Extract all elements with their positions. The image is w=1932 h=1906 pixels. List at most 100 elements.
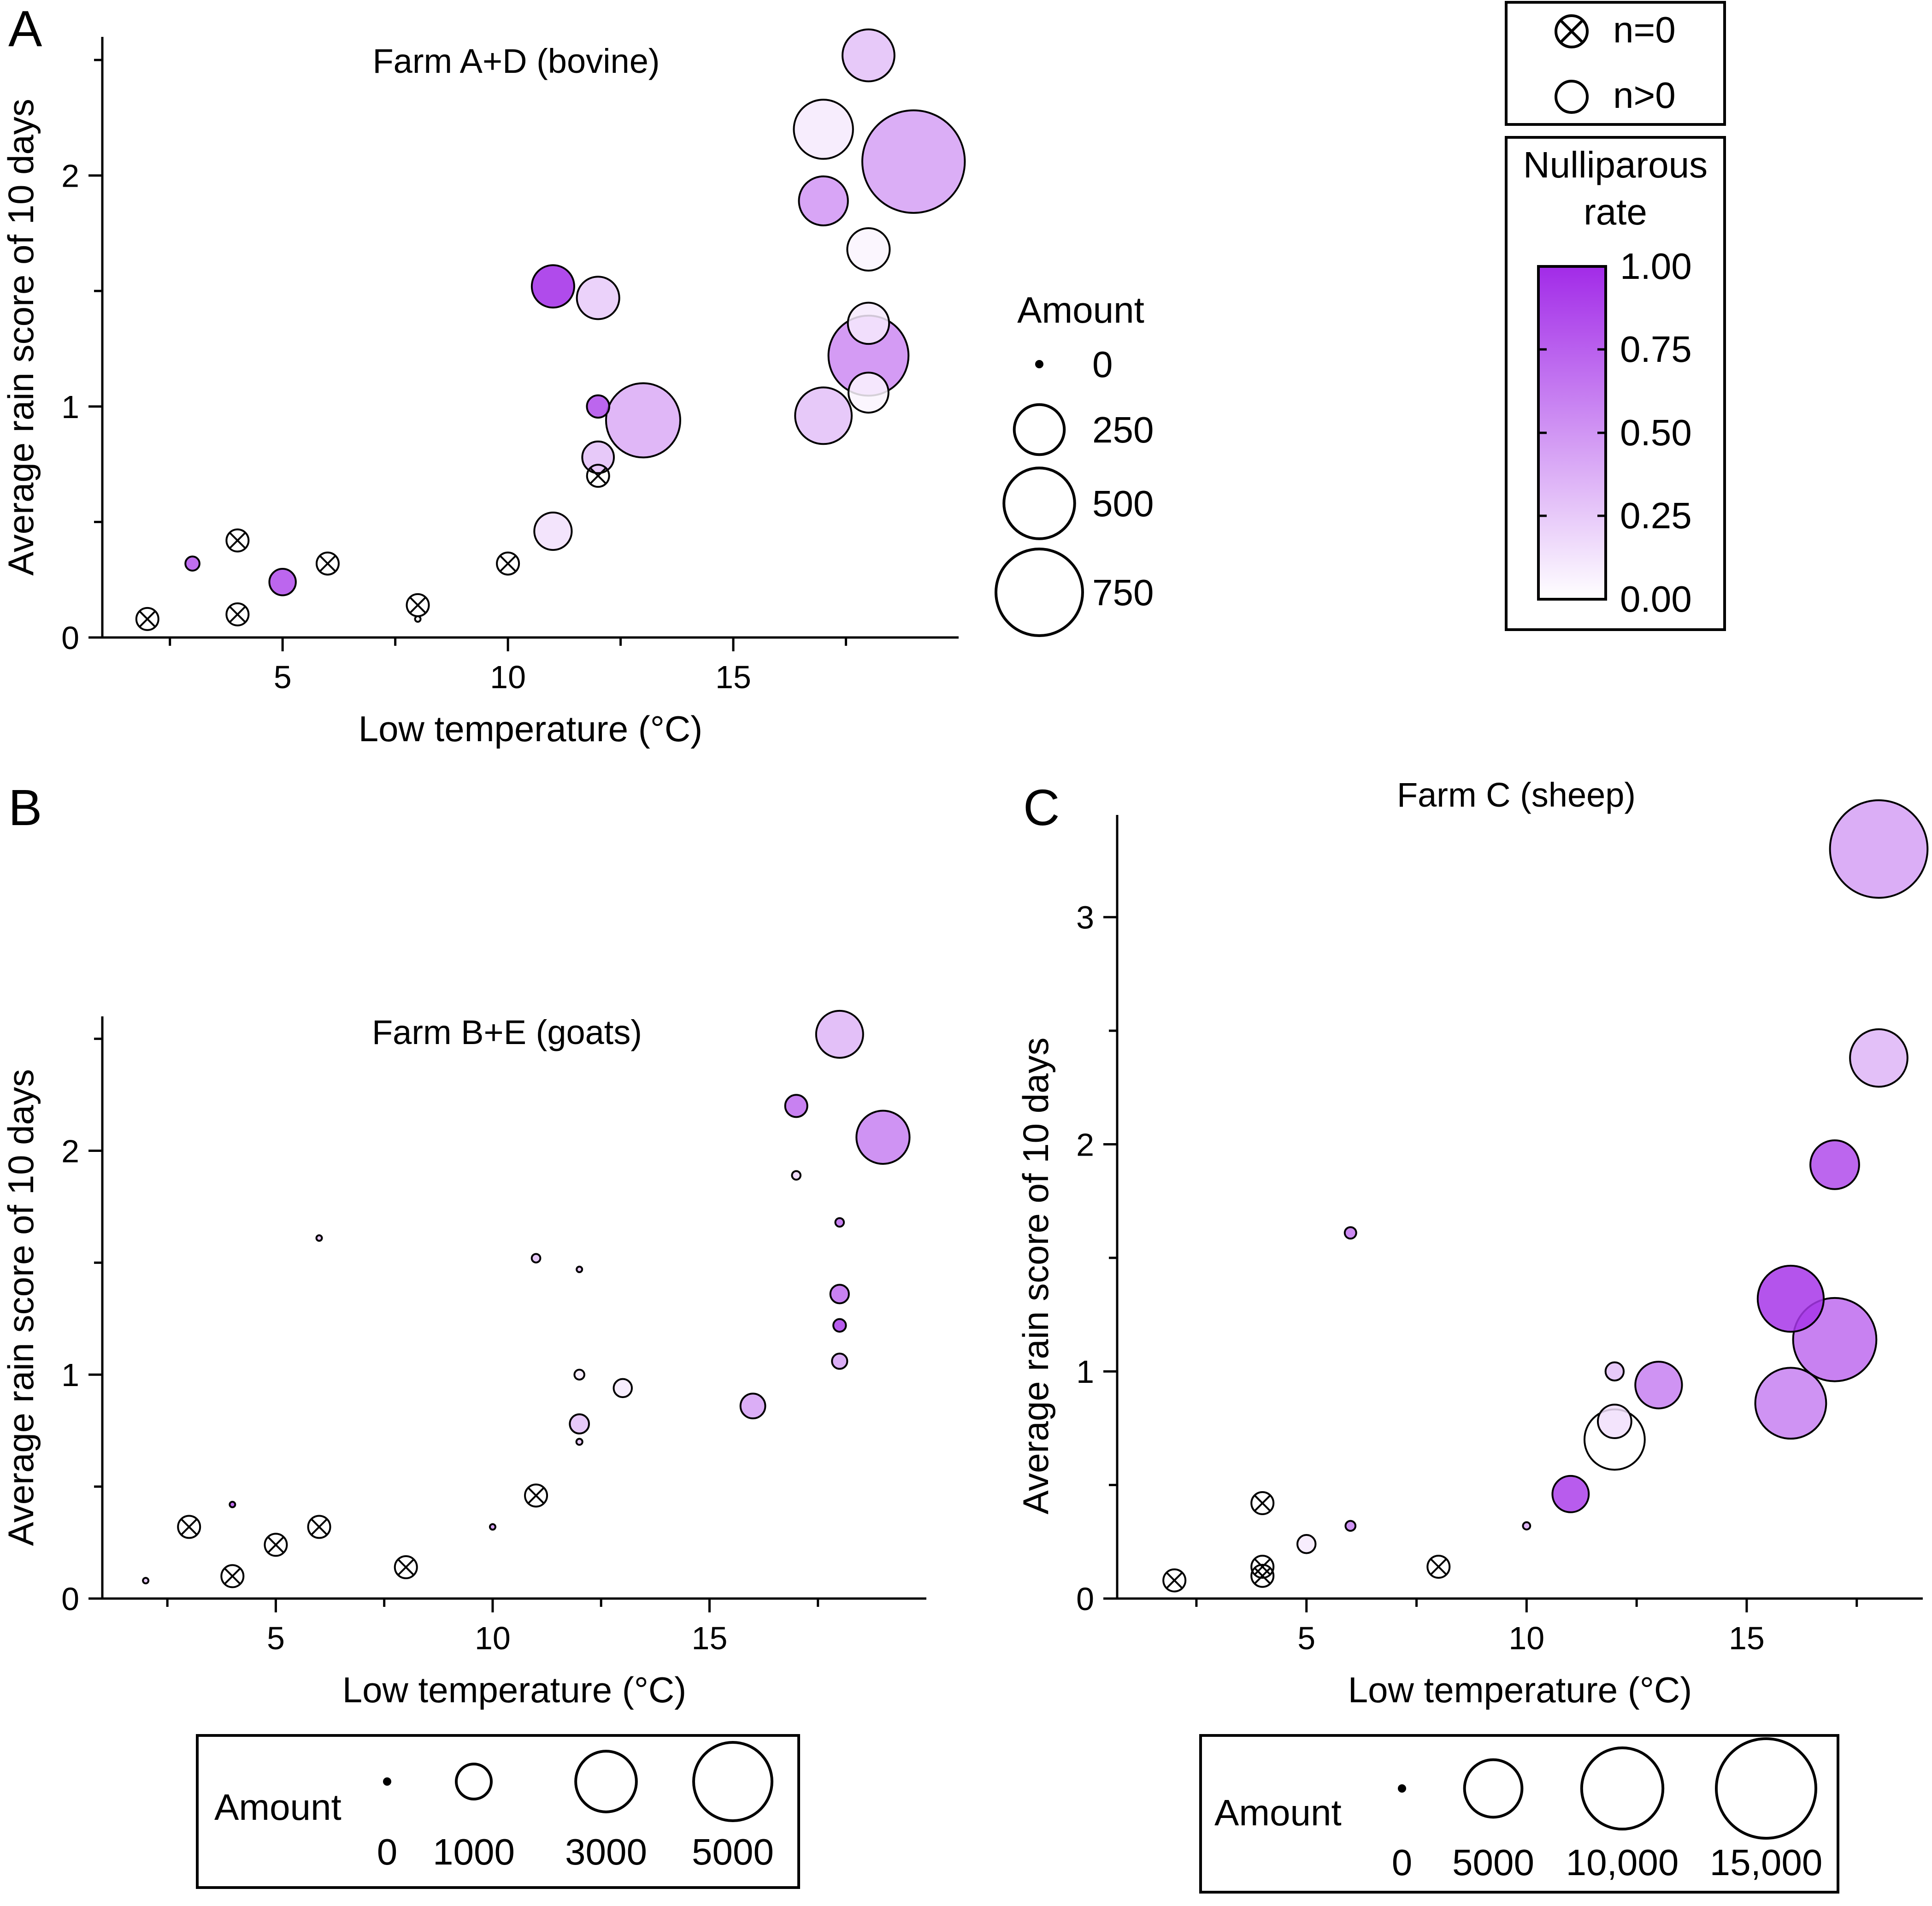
size-legend-circle [1715, 1737, 1817, 1840]
x-tick-label: 5 [267, 1620, 285, 1656]
data-point [1296, 1534, 1317, 1554]
size-legend-label: 3000 [565, 1831, 647, 1872]
data-point [586, 394, 610, 419]
size-legend-title: Amount [1214, 1792, 1342, 1833]
n-zero-point [1426, 1555, 1451, 1579]
data-point [489, 1523, 496, 1531]
n-zero-point [225, 528, 250, 553]
colorbar-tick-label-050: 0.50 [1620, 412, 1692, 453]
n-pos-label: n>0 [1613, 75, 1676, 116]
data-point [530, 1253, 542, 1263]
size-legend-circle [692, 1741, 773, 1822]
data-point [834, 1217, 845, 1228]
data-point [815, 1009, 864, 1059]
panel-a: A Farm A+D (bovine) 5 10 15 0 1 2 Low temperatur… [0, 0, 1154, 749]
data-point [613, 1378, 633, 1399]
size-legend-circle [1463, 1758, 1524, 1819]
size-legend-label: 5000 [1452, 1842, 1534, 1883]
data-point [847, 301, 890, 345]
data-point [184, 555, 200, 572]
data-point [1756, 1264, 1825, 1333]
y-tick-label: 1 [61, 1357, 79, 1393]
x-axis-label: Low temperature (°C) [342, 1670, 686, 1710]
panel-c: C Farm C (sheep) 5 10 15 0 1 2 3 Low temperature … [1015, 776, 1929, 1894]
chart-title: Farm B+E (goats) [372, 1013, 642, 1051]
size-legend-circle [995, 548, 1084, 637]
data-point [229, 1500, 236, 1508]
data-point [832, 1318, 847, 1333]
n-zero-point [315, 551, 340, 576]
marker-legend: n=0 n>0 [1505, 1, 1726, 126]
data-point [861, 109, 966, 214]
data-point [831, 1352, 848, 1370]
colorbar-tick-label-100: 1.00 [1620, 246, 1692, 287]
x-axis-label: Low temperature (°C) [1348, 1670, 1692, 1710]
n-zero-point [225, 602, 250, 626]
size-legend-label: 5000 [692, 1831, 774, 1872]
size-legend-label: 15,000 [1710, 1842, 1823, 1883]
size-legend-title: Amount [1017, 289, 1144, 330]
marker-legend-box [1505, 1, 1726, 126]
data-point [855, 1109, 911, 1165]
colorbar-title-line1: Nulliparous [1523, 144, 1708, 185]
size-legend-label: 750 [1092, 572, 1154, 613]
size-legend-circle [1580, 1746, 1665, 1831]
data-point [1754, 1367, 1827, 1440]
n-zero-point [1250, 1564, 1275, 1588]
colorbar-tick-label-000: 0.00 [1620, 578, 1692, 620]
data-point [793, 99, 854, 160]
colorbar-tick-label-025: 0.25 [1620, 495, 1692, 536]
n-zero-point [524, 1483, 548, 1508]
x-tick-label: 15 [692, 1620, 728, 1656]
colorbar-ticks [1538, 265, 1606, 601]
data-point [739, 1393, 766, 1420]
x-tick-label: 15 [715, 659, 751, 695]
y-axis-label: Average rain score of 10 days [0, 1069, 41, 1546]
chart-title: Farm A+D (bovine) [372, 42, 660, 80]
n-zero-point [307, 1515, 331, 1539]
data-point [315, 1234, 323, 1242]
y-tick-label: 0 [61, 1581, 79, 1617]
colorbar-gradient [1537, 265, 1607, 601]
data-point [1344, 1520, 1357, 1532]
n-zero-point [1162, 1568, 1187, 1593]
chart-title: Farm C (sheep) [1397, 776, 1636, 814]
size-legend-title: Amount [214, 1787, 342, 1828]
size-legend-circle [1013, 403, 1066, 456]
colorbar-tick-label-075: 0.75 [1620, 329, 1692, 370]
size-legend: Amount 0 5000 10,000 15,000 [1199, 1734, 1839, 1894]
x-tick-label: 15 [1729, 1620, 1765, 1656]
data-point [1343, 1226, 1357, 1240]
data-point [794, 386, 853, 445]
n-zero-point [1250, 1555, 1275, 1579]
data-point [798, 175, 849, 226]
size-legend-label: 250 [1092, 409, 1154, 450]
x-tick-label: 10 [490, 659, 526, 695]
n-zero-point [496, 551, 520, 576]
data-point [1829, 799, 1929, 899]
y-tick-label: 2 [1076, 1127, 1094, 1162]
size-legend: Amount 0 1000 3000 5000 [196, 1734, 800, 1889]
data-point [1551, 1475, 1590, 1513]
size-legend-label: 10,000 [1566, 1842, 1679, 1883]
data-point [533, 511, 573, 551]
data-point [569, 1413, 590, 1434]
data-point [829, 1284, 850, 1304]
y-tick-label: 2 [61, 158, 79, 194]
data-point [1597, 1404, 1632, 1440]
colorbar-box [1505, 136, 1726, 631]
data-point [576, 1265, 583, 1273]
panel-b: B Farm B+E (goats) 5 10 15 0 1 2 Low temperature… [0, 779, 926, 1889]
data-point [1849, 1028, 1908, 1088]
data-point [846, 227, 891, 272]
n-zero-point [264, 1533, 288, 1557]
n-zero-point [586, 464, 610, 488]
y-tick-label: 3 [1076, 900, 1094, 936]
size-legend-label: 0 [377, 1831, 398, 1872]
size-legend: Amount 0 250 500 750 [995, 289, 1154, 637]
size-legend-box [196, 1734, 800, 1889]
n-zero-point [394, 1555, 418, 1579]
y-axis-label: Average rain score of 10 days [0, 99, 41, 576]
size-legend-label: 0 [1392, 1842, 1413, 1883]
